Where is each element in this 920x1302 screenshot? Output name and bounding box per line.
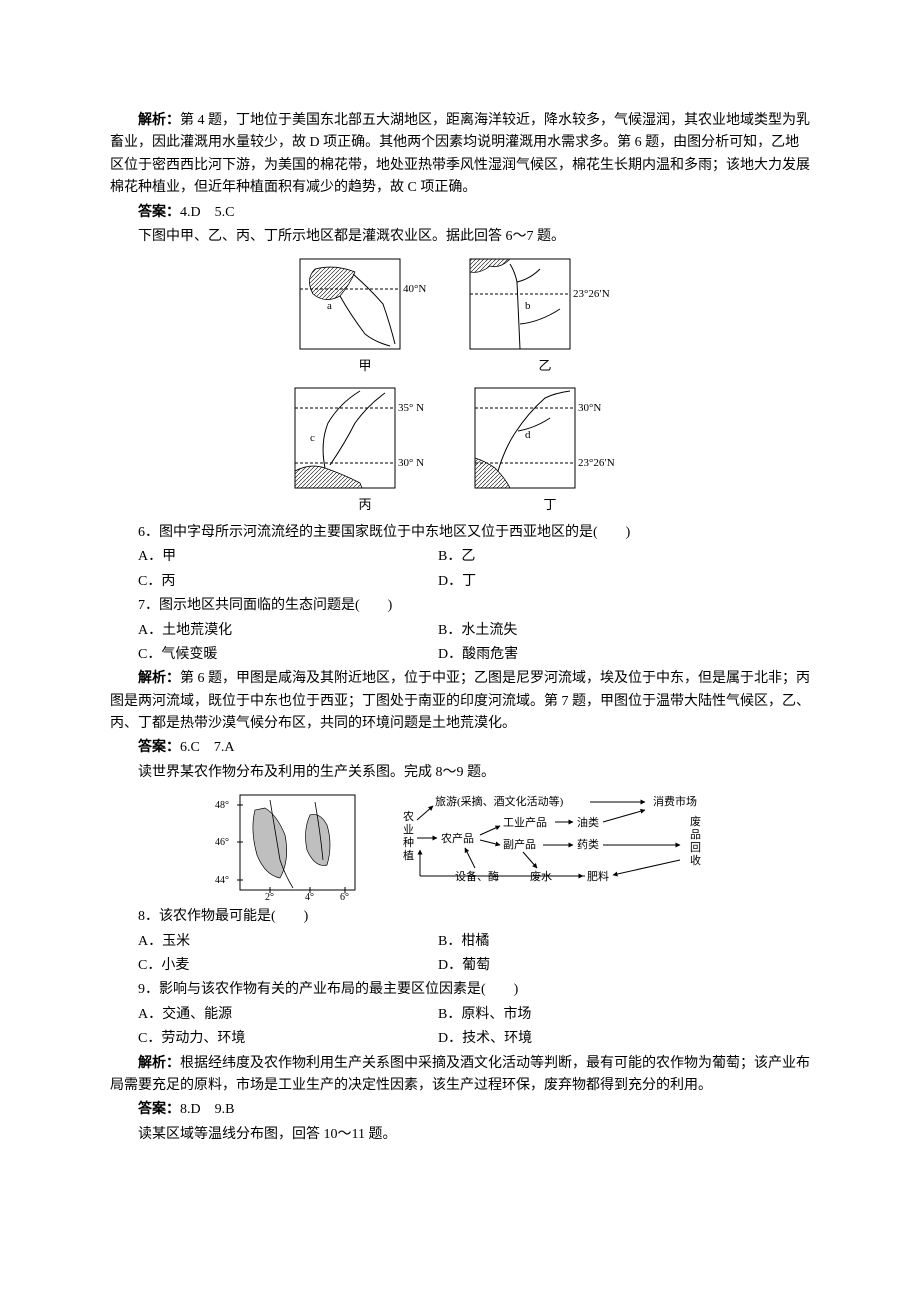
caption-ding: 丁	[543, 495, 556, 516]
q6-d: D．丁	[410, 571, 476, 593]
map-yi: b 23°26′N 乙	[465, 254, 625, 377]
figure-2: 48° 46° 44° 2° 4° 6°	[110, 790, 810, 900]
explain-label-2: 解析：	[138, 671, 180, 686]
lead-3: 读某区域等温线分布图，回答 10～11 题。	[110, 1124, 810, 1146]
q6-b: B．乙	[410, 546, 475, 568]
explain-label: 解析：	[138, 113, 180, 128]
q7-stem: 7．图示地区共同面临的生态问题是( )	[110, 595, 810, 617]
flow-fcp: 副产品	[503, 837, 536, 851]
q8-stem: 8．该农作物最可能是( )	[110, 906, 810, 928]
flow-top: 旅游(采摘、酒文化活动等)	[435, 794, 564, 808]
q8-row1: A．玉米 B．柑橘	[110, 931, 810, 953]
map-jia: a 40°N 甲	[295, 254, 435, 377]
answer-label: 答案：	[138, 205, 180, 220]
q8-a: A．玉米	[110, 931, 410, 953]
caption-yi: 乙	[538, 356, 551, 377]
flow-gy: 工业产品	[503, 815, 547, 829]
flow-fl: 肥料	[587, 869, 609, 883]
q9-row2: C．劳动力、环境 D．技术、环境	[110, 1028, 810, 1050]
explain-1: 解析：第 4 题，丁地位于美国东北部五大湖地区，距离海洋较近，降水较多，气候湿润…	[110, 110, 810, 200]
q9-a: A．交通、能源	[110, 1004, 410, 1026]
answer-2: 答案：6.C 7.A	[110, 737, 810, 759]
lat-40n: 40°N	[403, 283, 426, 295]
svg-text:23°26′N: 23°26′N	[578, 457, 615, 469]
lead-1: 下图中甲、乙、丙、丁所示地区都是灌溉农业区。据此回答 6～7 题。	[110, 226, 810, 248]
flow-ncp: 农产品	[441, 831, 474, 845]
answer-1: 答案：4.D 5.C	[110, 202, 810, 224]
q7-c: C．气候变暖	[110, 644, 410, 666]
flow-feipin: 废品回收	[690, 814, 701, 867]
explain-text-3: 根据经纬度及农作物利用生产关系图中采摘及酒文化活动等判断，最有可能的农作物为葡萄…	[110, 1056, 810, 1093]
q8-d: D．葡萄	[410, 955, 490, 977]
q9-row1: A．交通、能源 B．原料、市场	[110, 1004, 810, 1026]
flow-xiaofei: 消费市场	[653, 794, 697, 808]
q6-row2: C．丙 D．丁	[110, 571, 810, 593]
lat-48: 48°	[215, 800, 229, 811]
answer-label-3: 答案：	[138, 1102, 180, 1117]
explain-3: 解析：根据经纬度及农作物利用生产关系图中采摘及酒文化活动等判断，最有可能的农作物…	[110, 1053, 810, 1098]
lat-46: 46°	[215, 837, 229, 848]
svg-text:d: d	[525, 429, 531, 441]
svg-text:a: a	[327, 300, 332, 312]
svg-text:c: c	[310, 432, 315, 444]
q9-c: C．劳动力、环境	[110, 1028, 410, 1050]
answer-label-2: 答案：	[138, 740, 180, 755]
answer-text-3: 8.D 9.B	[180, 1102, 234, 1117]
svg-text:30° N: 30° N	[398, 457, 424, 469]
q9-stem: 9．影响与该农作物有关的产业布局的最主要区位因素是( )	[110, 979, 810, 1001]
lat-2326n: 23°26′N	[573, 288, 610, 300]
lon-6: 6°	[340, 892, 349, 900]
q7-b: B．水土流失	[410, 620, 517, 642]
lon-2: 2°	[265, 892, 274, 900]
map-crop: 48° 46° 44° 2° 4° 6°	[215, 790, 365, 900]
flow-yl: 油类	[577, 815, 599, 829]
figure-1-row-1: a 40°N 甲 b 23°26′N 乙	[110, 254, 810, 377]
explain-2: 解析：第 6 题，甲图是咸海及其附近地区，位于中亚；乙图是尼罗河流域，埃及位于中…	[110, 668, 810, 735]
svg-text:30°N: 30°N	[578, 402, 601, 414]
q7-d: D．酸雨危害	[410, 644, 518, 666]
q7-row2: C．气候变暖 D．酸雨危害	[110, 644, 810, 666]
caption-jia: 甲	[358, 356, 371, 377]
q6-row1: A．甲 B．乙	[110, 546, 810, 568]
q8-c: C．小麦	[110, 955, 410, 977]
q9-b: B．原料、市场	[410, 1004, 531, 1026]
svg-text:35° N: 35° N	[398, 402, 424, 414]
svg-text:b: b	[525, 300, 531, 312]
explain-text: 第 4 题，丁地位于美国东北部五大湖地区，距离海洋较近，降水较多，气候湿润，其农…	[110, 113, 810, 195]
lead-2: 读世界某农作物分布及利用的生产关系图。完成 8～9 题。	[110, 762, 810, 784]
lat-44: 44°	[215, 875, 229, 886]
flow-yao: 药类	[577, 837, 599, 851]
answer-text-2: 6.C 7.A	[180, 740, 234, 755]
map-bing: c 35° N 30° N 丙	[290, 383, 440, 516]
answer-3: 答案：8.D 9.B	[110, 1099, 810, 1121]
q6-a: A．甲	[110, 546, 410, 568]
answer-text: 4.D 5.C	[180, 205, 234, 220]
q7-a: A．土地荒漠化	[110, 620, 410, 642]
map-ding: d 30°N 23°26′N 丁	[470, 383, 630, 516]
q8-b: B．柑橘	[410, 931, 489, 953]
explain-text-2: 第 6 题，甲图是咸海及其附近地区，位于中亚；乙图是尼罗河流域，埃及位于中东，但…	[110, 671, 810, 731]
explain-label-3: 解析：	[138, 1056, 180, 1071]
q7-row1: A．土地荒漠化 B．水土流失	[110, 620, 810, 642]
flowchart: 农业种植 消费市场 废品回收 旅游(采摘、酒文化活动等) 农产品 工业产品 油类…	[395, 790, 705, 900]
q8-row2: C．小麦 D．葡萄	[110, 955, 810, 977]
q6-stem: 6．图中字母所示河流流经的主要国家既位于中东地区又位于西亚地区的是( )	[110, 522, 810, 544]
q6-c: C．丙	[110, 571, 410, 593]
figure-1-row-2: c 35° N 30° N 丙 d 30°N 23°26′N 丁	[110, 383, 810, 516]
q9-d: D．技术、环境	[410, 1028, 532, 1050]
lon-4: 4°	[305, 892, 314, 900]
flow-left-label: 农业种植	[403, 809, 414, 862]
caption-bing: 丙	[358, 495, 371, 516]
